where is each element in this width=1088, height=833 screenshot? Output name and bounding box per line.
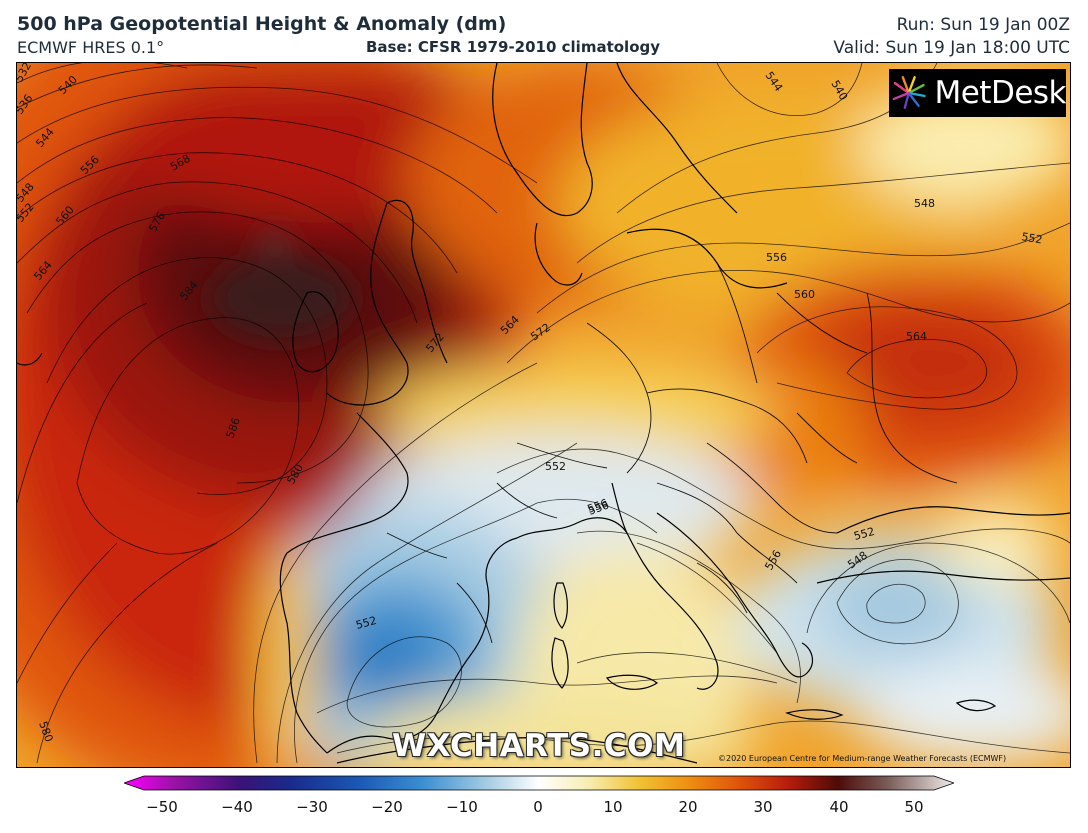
contour-label: 560 [794, 288, 815, 301]
colorbar-tick: −40 [221, 798, 253, 816]
colorbar-tick: 30 [753, 798, 773, 816]
climatology-label: Base: CFSR 1979-2010 climatology [366, 38, 661, 56]
chart-title: 500 hPa Geopotential Height & Anomaly (d… [17, 13, 507, 35]
metdesk-logo: MetDesk [889, 69, 1066, 117]
model-label: ECMWF HRES 0.1° [17, 38, 165, 57]
ecmwf-copyright: ©2020 European Centre for Medium-range W… [718, 754, 1007, 763]
contour-label: 556 [766, 251, 787, 264]
anomaly-field [17, 63, 1070, 767]
borders [386, 262, 958, 644]
contour-label: 548 [914, 197, 935, 210]
run-label: Run: Sun 19 Jan 00Z [896, 15, 1070, 35]
colorbar-tick: 50 [904, 798, 924, 816]
wxcharts-watermark: WXCHARTS.COM [392, 728, 686, 764]
valid-time-label: Valid: Sun 19 Jan 18:00 UTC [833, 38, 1070, 58]
metdesk-logo-icon [892, 76, 926, 109]
colorbar-tick: 20 [678, 798, 698, 816]
contour-label: 552 [1020, 230, 1043, 246]
colorbar-tick: 40 [829, 798, 849, 816]
metdesk-logo-text: MetDesk [934, 75, 1066, 111]
colorbar-tick: −20 [371, 798, 403, 816]
contour-label: 564 [906, 330, 927, 343]
colorbar-tick: −30 [296, 798, 328, 816]
coastlines [17, 63, 1070, 764]
colorbar-tick: −50 [146, 798, 178, 816]
contour-label: 552 [354, 614, 378, 632]
anomaly-colorbar [124, 775, 954, 791]
contour-label: 552 [545, 460, 566, 473]
colorbar-tick: 0 [533, 798, 543, 816]
height-contours [17, 63, 1070, 764]
weather-map: 532 536 540 544 548 552 556 560 564 568 … [16, 62, 1071, 768]
colorbar-tick: −10 [446, 798, 478, 816]
contour-label: 552 [852, 525, 876, 543]
colorbar-tick: 10 [603, 798, 623, 816]
